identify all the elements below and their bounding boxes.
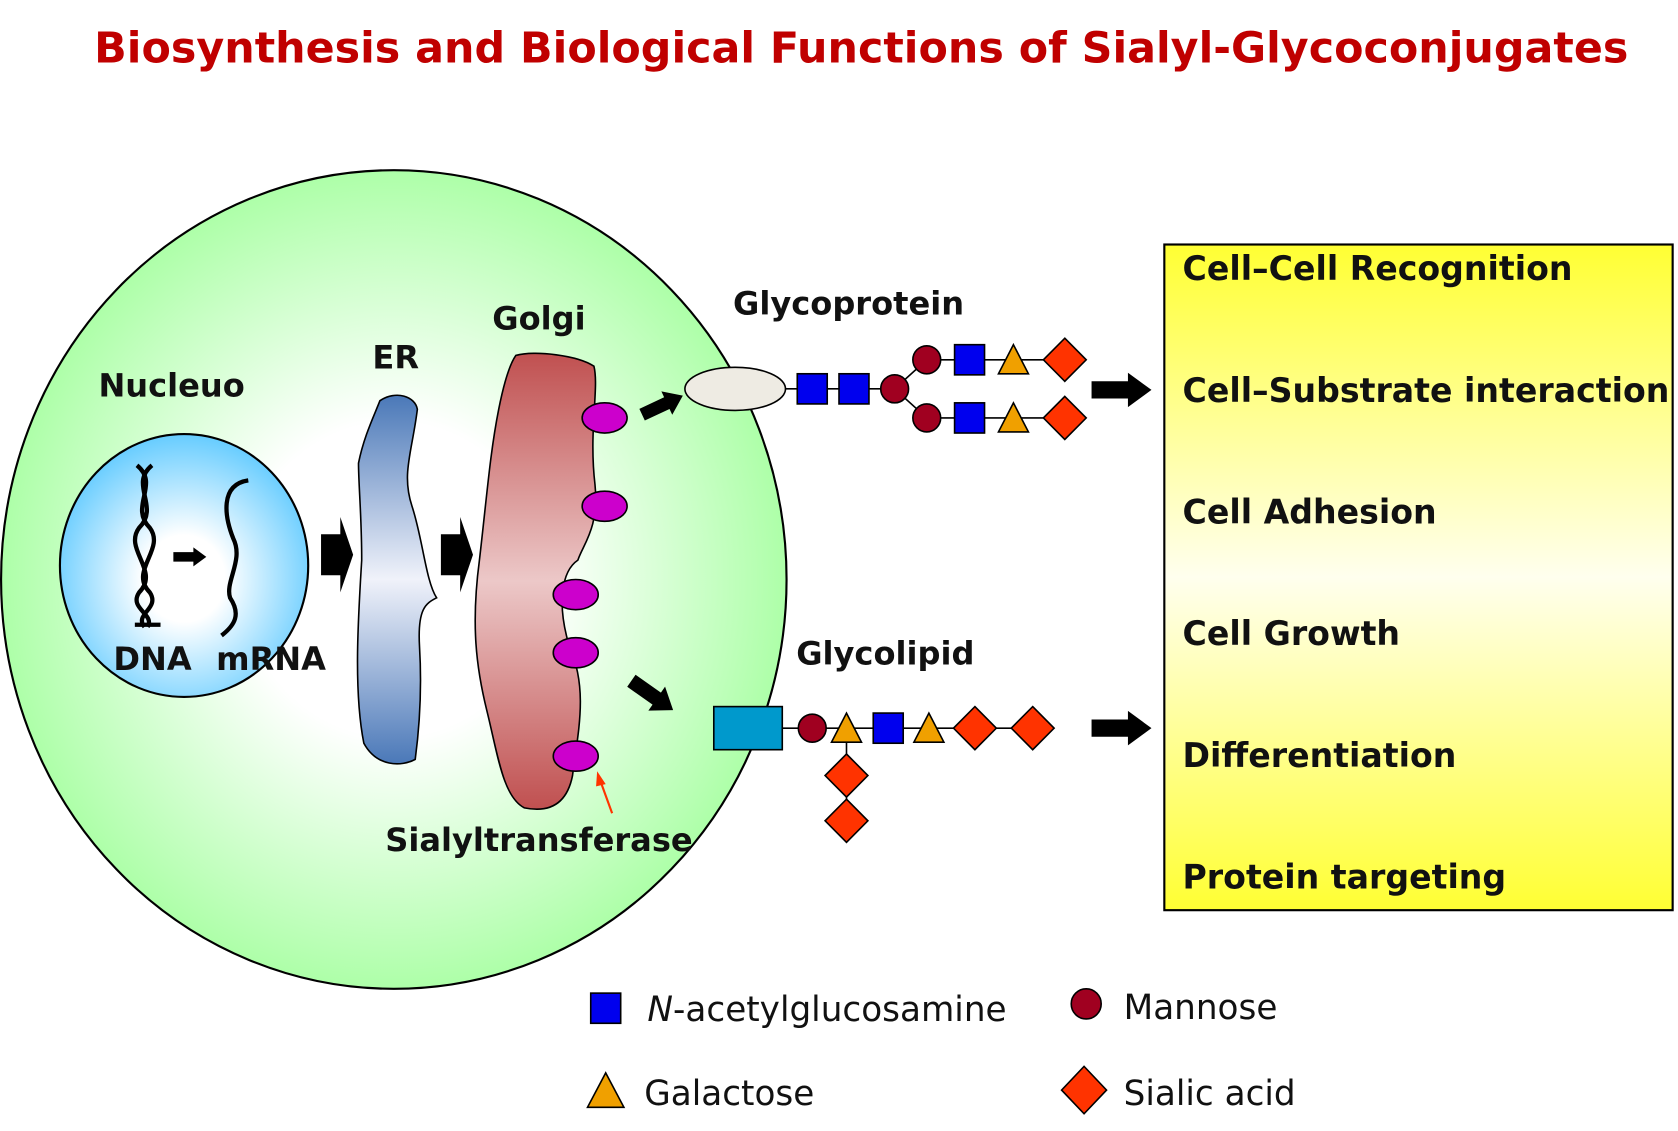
legend-mannose: Mannose bbox=[1124, 988, 1278, 1028]
pointer-arrow-icon bbox=[596, 771, 614, 814]
nucleus-label: Nucleuo bbox=[98, 366, 244, 404]
function-item: Cell Adhesion bbox=[1183, 492, 1437, 531]
sialic-acid-icon bbox=[823, 752, 870, 799]
glcnac-icon bbox=[838, 372, 870, 405]
er-label: ER bbox=[372, 338, 419, 376]
mrna-label: mRNA bbox=[216, 640, 326, 678]
diagram-title: Biosynthesis and Biological Functions of… bbox=[94, 23, 1628, 73]
enzyme-icon bbox=[552, 740, 600, 773]
glycoprotein-label: Glycoprotein bbox=[733, 284, 964, 322]
legend-glcnac-rest: -acetylglucosamine bbox=[673, 990, 1007, 1030]
glycoprotein-function-arrow-icon bbox=[1091, 372, 1152, 408]
enzyme-icon bbox=[581, 402, 628, 434]
golgi-label: Golgi bbox=[492, 300, 585, 338]
legend-glcnac: N-acetylglucosamine bbox=[647, 990, 1006, 1030]
mannose-icon bbox=[912, 403, 942, 433]
nucleus-to-er-arrow-icon bbox=[321, 517, 354, 593]
mannose-icon bbox=[879, 374, 910, 404]
glcnac-legend-icon bbox=[589, 992, 622, 1025]
enzyme-icon bbox=[552, 578, 600, 611]
protein-icon bbox=[684, 366, 787, 412]
function-item: Differentiation bbox=[1183, 736, 1457, 775]
sialic-acid-icon bbox=[1042, 395, 1088, 441]
glycoprotein-structure bbox=[684, 337, 1088, 441]
glcnac-icon bbox=[796, 372, 829, 405]
golgi-apparatus bbox=[474, 352, 597, 810]
dna-icon bbox=[132, 463, 161, 629]
er-to-golgi-arrow-icon bbox=[440, 517, 474, 593]
glycolipid-structure bbox=[712, 705, 1056, 844]
glycolipid-function-arrow-icon bbox=[1091, 710, 1152, 746]
sialyltransferase-label: Sialyltransferase bbox=[385, 821, 692, 859]
mannose-icon bbox=[797, 713, 827, 743]
endoplasmic-reticulum bbox=[356, 394, 438, 765]
functions-box bbox=[1163, 243, 1674, 912]
sialyltransferase-enzymes bbox=[552, 402, 628, 773]
nucleus bbox=[58, 433, 310, 698]
sialic-acid-icon bbox=[1010, 705, 1056, 751]
legend: N-acetylglucosamine Mannose Galactose Si… bbox=[586, 988, 1296, 1115]
glcnac-icon bbox=[872, 712, 905, 745]
dna-label: DNA bbox=[113, 640, 191, 678]
function-item: Cell–Substrate interaction bbox=[1183, 371, 1670, 410]
galactose-icon bbox=[997, 401, 1030, 433]
legend-galactose: Galactose bbox=[644, 1074, 814, 1114]
lipid-anchor-icon bbox=[712, 705, 784, 751]
glcnac-icon bbox=[953, 402, 986, 434]
glcnac-icon bbox=[953, 343, 986, 376]
sialic-acid-icon bbox=[1042, 337, 1088, 383]
mannose-icon bbox=[912, 344, 942, 375]
mannose-legend-icon bbox=[1070, 988, 1102, 1020]
glycolipid-label: Glycolipid bbox=[796, 634, 974, 672]
galactose-icon bbox=[912, 711, 946, 743]
legend-sialic-acid: Sialic acid bbox=[1124, 1074, 1296, 1114]
enzyme-icon bbox=[552, 636, 600, 669]
sialic-acid-icon bbox=[952, 705, 998, 751]
function-item: Protein targeting bbox=[1183, 858, 1507, 897]
function-item: Cell Growth bbox=[1183, 614, 1401, 653]
enzyme-icon bbox=[581, 490, 628, 523]
function-item: Cell–Cell Recognition bbox=[1183, 249, 1573, 288]
galactose-icon bbox=[997, 342, 1030, 375]
galactose-legend-icon bbox=[586, 1071, 626, 1109]
mrna-icon bbox=[220, 478, 249, 638]
sialic-acid-legend-icon bbox=[1060, 1065, 1108, 1115]
legend-glcnac-prefix: N bbox=[647, 990, 673, 1030]
sialic-acid-icon bbox=[823, 798, 870, 844]
galactose-icon bbox=[830, 711, 863, 743]
